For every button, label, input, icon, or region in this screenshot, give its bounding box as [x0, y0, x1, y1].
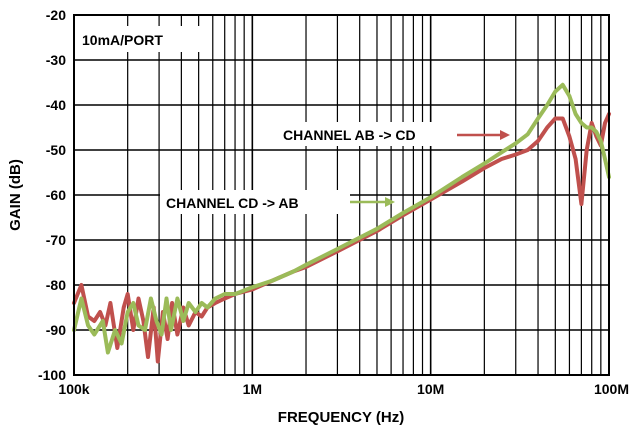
annotation-ab-cd: CHANNEL AB -> CD — [283, 127, 416, 143]
series-layer — [72, 82, 611, 364]
x-tick-label: 100M — [594, 381, 629, 397]
x-tick-labels: 100k 1M 10M 100M — [58, 381, 629, 397]
y-tick-labels: -20 -30 -40 -50 -60 -70 -80 -90 -100 — [38, 7, 66, 383]
annotation-cd-ab-arrowhead — [385, 197, 395, 207]
y-tick-label: -80 — [46, 277, 66, 293]
annotation-cd-ab-box — [160, 190, 350, 214]
y-tick-label: -100 — [38, 367, 66, 383]
annotation-ab-cd-box — [277, 122, 457, 146]
y-tick-label: -50 — [46, 142, 66, 158]
annotation-port: 10mA/PORT — [82, 32, 163, 48]
x-tick-label: 1M — [243, 381, 262, 397]
y-axis-title: GAIN (dB) — [7, 159, 24, 231]
plot-frame — [73, 14, 610, 376]
y-tick-label: -40 — [46, 97, 66, 113]
y-tick-label: -20 — [46, 7, 66, 23]
y-tick-label: -70 — [46, 232, 66, 248]
annotation-ab-cd-arrowhead — [500, 130, 510, 140]
x-tick-label: 10M — [417, 381, 444, 397]
y-tick-label: -30 — [46, 52, 66, 68]
y-tick-label: -90 — [46, 322, 66, 338]
x-tick-label: 100k — [58, 381, 89, 397]
series-line-ab-to-cd — [72, 112, 611, 364]
annotation-cd-ab: CHANNEL CD -> AB — [166, 195, 299, 211]
port-label-box — [76, 26, 202, 52]
y-tick-label: -60 — [46, 187, 66, 203]
x-axis-title: FREQUENCY (Hz) — [278, 409, 404, 426]
series-line-cd-to-ab — [72, 82, 611, 355]
